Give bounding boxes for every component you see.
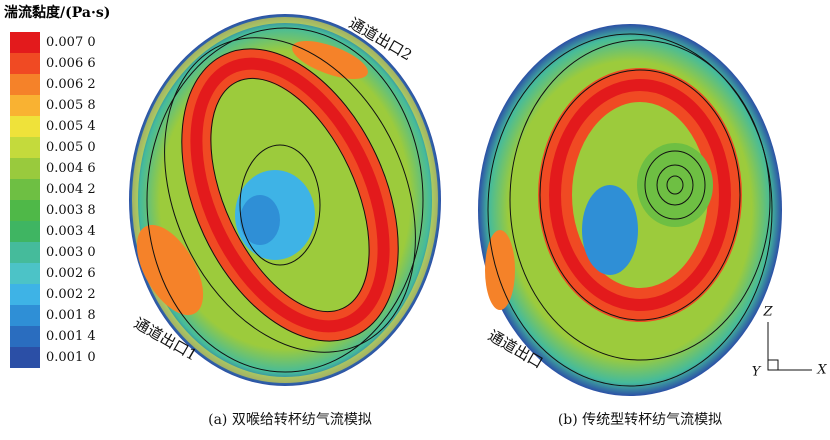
legend-swatch <box>10 242 40 263</box>
legend-label: 0.004 6 <box>46 161 96 176</box>
legend-label: 0.006 6 <box>46 56 96 71</box>
figure: 湍流黏度/(Pa·s) 0.007 0 0.006 6 0.006 2 0.005 8… <box>0 0 830 436</box>
legend-label: 0.007 0 <box>46 35 96 50</box>
legend-swatch <box>10 305 40 326</box>
legend-label: 0.001 4 <box>46 329 96 344</box>
legend-swatch <box>10 95 40 116</box>
axis-triad: Z Y X <box>752 305 828 380</box>
legend-swatch <box>10 221 40 242</box>
legend-label: 0.001 0 <box>46 350 96 365</box>
axis-label: X <box>816 363 827 378</box>
legend-label: 0.001 8 <box>46 308 96 323</box>
legend-label: 0.005 4 <box>46 119 96 134</box>
legend-label: 0.002 6 <box>46 266 96 281</box>
legend-swatch <box>10 158 40 179</box>
axis-label: Z <box>762 305 773 320</box>
legend-swatch <box>10 200 40 221</box>
legend-swatch <box>10 137 40 158</box>
legend-swatch <box>10 53 40 74</box>
legend-label: 0.005 8 <box>46 98 96 113</box>
legend-label: 0.005 0 <box>46 140 96 155</box>
legend-swatch <box>10 179 40 200</box>
legend-swatch <box>10 284 40 305</box>
legend-title: 湍流黏度/(Pa·s) <box>4 4 110 21</box>
legend-label: 0.003 0 <box>46 245 96 260</box>
legend-label: 0.004 2 <box>46 182 96 197</box>
legend-swatch <box>10 263 40 284</box>
legend-swatch <box>10 116 40 137</box>
legend-label: 0.006 2 <box>46 77 96 92</box>
legend-swatch <box>10 347 40 368</box>
legend-label: 0.003 4 <box>46 224 96 239</box>
legend-swatch <box>10 74 40 95</box>
legend-swatch <box>10 326 40 347</box>
legend-label: 0.003 8 <box>46 203 96 218</box>
legend-label: 0.002 2 <box>46 287 96 302</box>
caption: (a) 双喉给转杯纺气流模拟 <box>208 412 372 428</box>
legend: 0.007 0 0.006 6 0.006 2 0.005 8 0.005 4 0.005… <box>10 32 96 368</box>
axis-label: Y <box>752 365 762 380</box>
caption: (b) 传统型转杯纺气流模拟 <box>558 412 722 428</box>
legend-swatch <box>10 32 40 53</box>
disk-b <box>478 24 782 396</box>
